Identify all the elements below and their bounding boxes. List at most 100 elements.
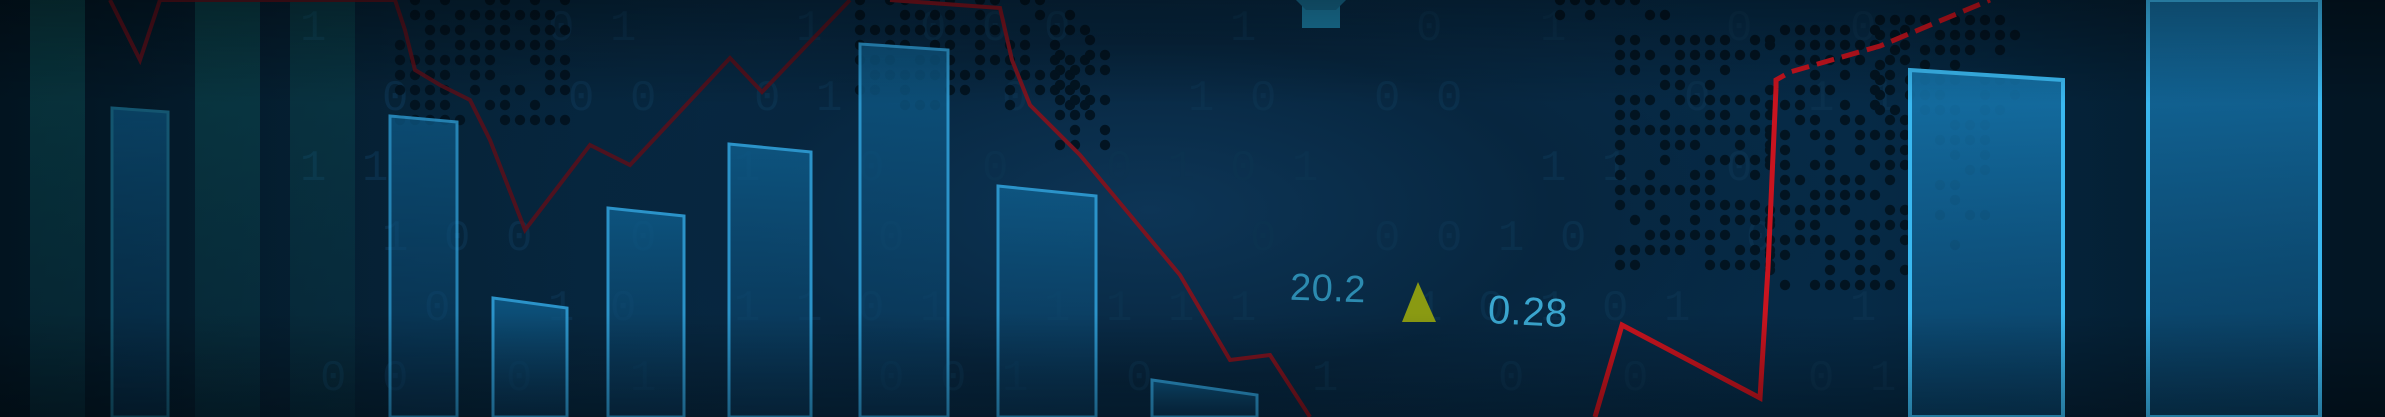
bg-bar [30,0,85,417]
map-dot [1054,109,1066,121]
map-dot [1614,184,1626,196]
map-dot [959,84,971,96]
bar [491,296,569,417]
map-dot [1884,114,1896,126]
map-dot [1794,84,1806,96]
map-dot [1079,84,1091,96]
map-dot [1749,169,1761,181]
map-dot [1839,189,1851,201]
binary-digit: 0 [1230,144,1256,194]
binary-digit: 0 [1478,284,1504,334]
map-dot [1079,24,1091,36]
map-dot [1949,44,1961,56]
map-dot [1614,199,1626,211]
map-dot [1884,174,1896,186]
trend-line-bright [1592,87,1779,417]
binary-digit: 1 [1664,284,1690,334]
map-dot [484,0,496,6]
map-dot [484,39,496,51]
map-dot [1889,14,1901,26]
map-dot [1869,234,1881,246]
map-dot [1719,199,1731,211]
marker-icon [1296,0,1346,28]
map-dot [1614,34,1626,46]
map-dot [1809,84,1821,96]
map-dot [1884,159,1896,171]
map-dot [944,9,956,21]
map-dot [1734,49,1746,61]
map-dot [1854,114,1866,126]
map-dot [1644,199,1656,211]
map-dot [1874,104,1886,116]
map-dot [899,9,911,21]
map-dot [1899,234,1911,246]
map-dot [394,39,406,51]
map-dot [1854,249,1866,261]
map-dot [1734,154,1746,166]
map-dot [1734,244,1746,256]
map-dot [1704,229,1716,241]
map-dot [1899,159,1911,171]
map-dot [1644,124,1656,136]
binary-digit: 1 [1168,144,1194,194]
map-dot [1899,204,1911,216]
map-dot [1749,34,1761,46]
map-dot [1704,34,1716,46]
map-dot [1824,204,1836,216]
bar [727,142,813,417]
map-dot [1034,0,1046,6]
map-dot [1749,199,1761,211]
map-dot [1719,94,1731,106]
binary-digit: 0 [1416,4,1442,54]
map-dot [1099,94,1111,106]
map-dot [394,69,406,81]
map-dot [1854,264,1866,276]
map-dot [1809,114,1821,126]
map-dot [1839,24,1851,36]
map-dot [1979,29,1991,41]
binary-digit: 1 [1292,144,1318,194]
map-dot [1839,204,1851,216]
map-dot [1084,64,1096,76]
map-dot [514,84,526,96]
map-dot [1629,244,1641,256]
map-dot [1839,114,1851,126]
map-dot [1689,199,1701,211]
map-dot [1749,229,1761,241]
map-dot [1809,204,1821,216]
map-dot [1884,84,1896,96]
map-dot [1019,0,1031,6]
map-dot [1919,44,1931,56]
binary-digit: 0 [754,74,780,124]
bg-bar [195,0,260,417]
map-dot [1874,59,1886,71]
background-bars [30,0,355,417]
map-dot [499,9,511,21]
binary-digit: 0 [1374,74,1400,124]
map-dot [1569,0,1581,6]
map-dot [1794,174,1806,186]
map-dot [544,9,556,21]
map-dot [989,54,1001,66]
map-dot [1749,94,1761,106]
map-dot [1884,249,1896,261]
map-dot [1704,259,1716,271]
map-dot [869,24,881,36]
map-dot [1659,154,1671,166]
map-dot [1964,44,1976,56]
map-dot [1034,9,1046,21]
map-dot [1949,29,1961,41]
map-dot [1779,204,1791,216]
binary-digit: 0 [1808,354,1834,404]
map-dot [1749,259,1761,271]
map-dot [1899,24,1911,36]
map-dot [1874,74,1886,86]
map-dot [469,84,481,96]
binary-digit: 1 [1540,284,1566,334]
map-dot [1689,229,1701,241]
map-dot [409,0,421,6]
map-dot [1779,234,1791,246]
map-dot [1689,184,1701,196]
map-dot [439,0,451,6]
up-triangle-icon [1402,282,1436,322]
